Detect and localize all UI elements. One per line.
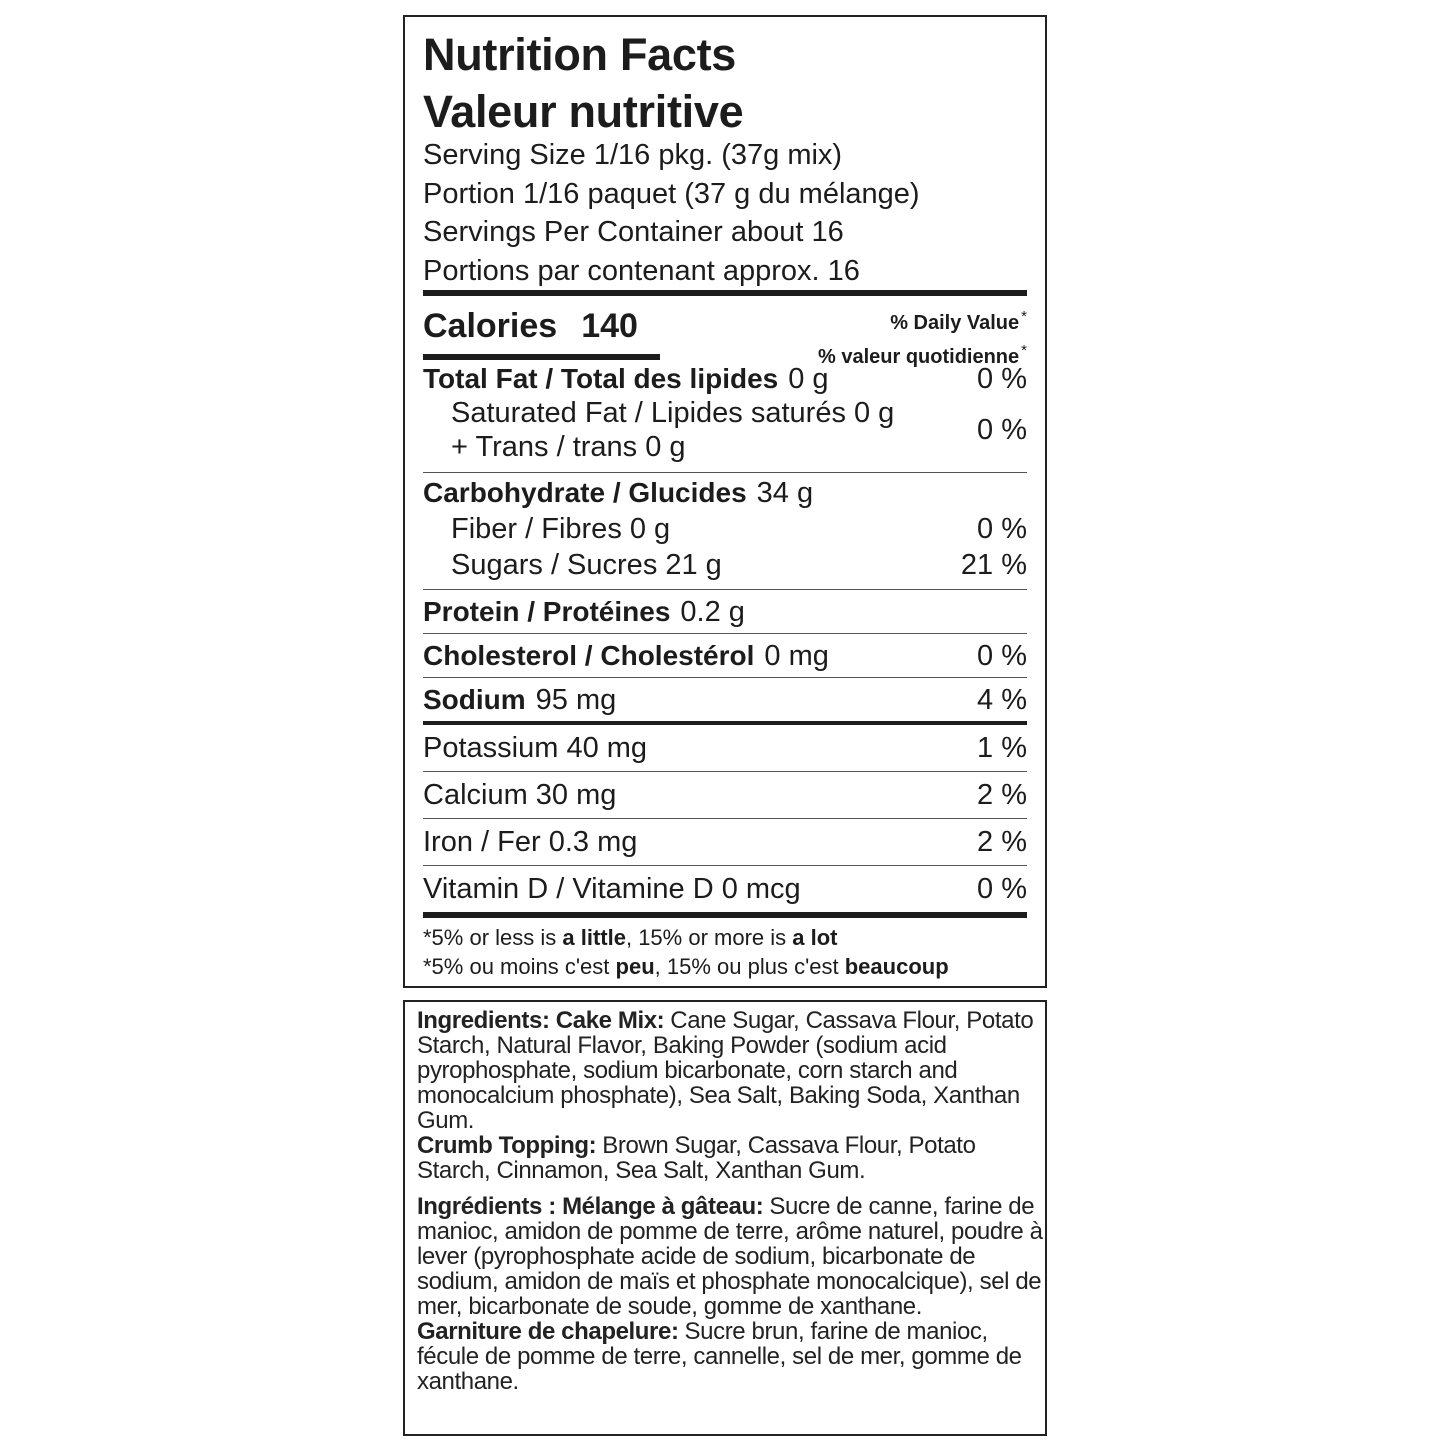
footnote-line: *5% ou moins c'est peu, 15% ou plus c'es… [423,952,1027,981]
text: Sucre de canne, farine de manioc, amidon… [417,1193,1043,1320]
sub-lines: Saturated Fat / Lipides saturés 0 g + Tra… [451,396,894,464]
nutrient-row: Cholesterol / Cholestérol 0 mg 0 % [423,639,1027,673]
mineral-row: Potassium 40 mg 1 % [423,725,1027,772]
bold-text: peu [615,954,655,979]
dv-fr: % valeur quotidienne * [818,337,1027,371]
nutrient-name: Carbohydrate / Glucides [423,477,747,508]
dv: 0 % [977,873,1027,905]
dv: 2 % [977,826,1027,858]
dv: 0 % [977,513,1027,545]
sub-line: Sugars / Sucres 21 g [451,549,722,581]
sub-line: Saturated Fat / Lipides saturés 0 g [451,397,895,429]
bold-text: Ingrédients : Mélange à gâteau: [417,1193,764,1220]
nutrient: Protein / Protéines 0.2 g [423,595,745,629]
bold-text: Crumb Topping: [417,1132,597,1159]
footnote-line: *5% or less is a little, 15% or more is … [423,923,1027,952]
calories-row: Calories 140 % Daily Value * % valeur quot… [423,296,1027,368]
asterisk: * [1021,342,1027,359]
mineral-row: Calcium 30 mg 2 % [423,772,1027,819]
amount: 0.2 g [680,596,745,628]
dv: 1 % [977,732,1027,764]
mineral-row: Iron / Fer 0.3 mg 2 % [423,819,1027,866]
sub-line: Fiber / Fibres 0 g [451,513,671,545]
text: Brown Sugar, Cassava Flour, Potato Starc… [417,1132,976,1184]
daily-value-heading: % Daily Value * % valeur quotidienne * [818,303,1027,371]
nutrient-name: Total Fat / Total des lipides [423,363,779,394]
calories-label: Calories [423,307,558,345]
dv: 0 % [977,640,1027,672]
bold-text: Garniture de chapelure: [417,1318,679,1345]
nutrient-row: Sodium 95 mg 4 % [423,683,1027,717]
dv: 4 % [977,684,1027,716]
rule [423,290,1027,296]
dv-en: % Daily Value * [818,303,1027,337]
text: *5% or less is [423,925,563,950]
text: , 15% ou plus c'est [654,954,845,979]
nutrient-row: Total Fat / Total des lipides 0 g 0 % [423,362,1027,396]
nutrient-name: Protein / Protéines [423,596,671,627]
cholesterol-section: Cholesterol / Cholestérol 0 mg 0 % [423,634,1027,678]
mineral: Potassium 40 mg [423,732,648,764]
fat-section: Total Fat / Total des lipides 0 g 0 % Satu… [423,358,1027,473]
title: Nutrition Facts [423,29,737,80]
mineral: Calcium 30 mg [423,779,617,811]
calories-value: 140 [581,307,638,345]
dv: 21 % [960,549,1027,581]
mineral-row: Vitamin D / Vitamine D 0 mcg 0 % [423,866,1027,918]
serving-line: Serving Size 1/16 pkg. (37g mix) [423,139,843,171]
nutrient-name: Cholesterol / Cholestérol [423,640,755,671]
carb-section: Carbohydrate / Glucides 34 g Fiber / Fibr… [423,473,1027,590]
nutrition-label: Nutrition Facts Valeur nutritive Serving… [403,15,1047,988]
ingredients: Ingredients: Cake Mix: Cane Sugar, Cassav… [403,1000,1047,1436]
bold-text: beaucoup [844,954,949,979]
sub-line: + Trans / trans 0 g [451,431,686,463]
bold-text: a little [562,925,626,950]
mineral: Vitamin D / Vitamine D 0 mcg [423,873,801,905]
footnote: *5% or less is a little, 15% or more is … [423,918,1027,981]
bold-text: a lot [792,925,838,950]
dv: 0 % [977,414,1027,446]
bold-text: Ingredients: Cake Mix: [417,1007,665,1034]
sodium-section: Sodium 95 mg 4 % [423,678,1027,725]
text: , 15% or more is [625,925,793,950]
sub-row: Fiber / Fibres 0 g 0 % [423,511,1027,547]
text: % valeur quotidienne [818,346,1020,368]
amount: 34 g [756,477,814,509]
nutrient: Cholesterol / Cholestérol 0 mg [423,639,829,673]
nutrient-name: Sodium [423,684,526,715]
calories: Calories 140 [423,306,660,360]
text: Sucre brun, farine de manioc, fécule de … [417,1318,1022,1395]
text: % Daily Value [890,312,1020,334]
serving-line: Portion 1/16 paquet (37 g du mélange) [423,177,920,210]
ingredient-paragraph: Crumb Topping: Brown Sugar, Cassava Flour… [417,1133,1043,1183]
serving-line: Portions par contenant approx. 16 [423,254,860,287]
serving-line: Servings Per Container about 16 [423,216,844,248]
asterisk: * [1021,308,1027,325]
serving-info: Serving Size 1/16 pkg. (37g mix) Portion… [423,136,1027,290]
amount: 0 mg [764,640,829,672]
ingredient-paragraph: Ingredients: Cake Mix: Cane Sugar, Cassav… [417,1008,1043,1133]
text: Cane Sugar, Cassava Flour, Potato Starch… [417,1007,1034,1134]
nutrient: Sodium 95 mg [423,683,616,717]
ingredient-paragraph: Garniture de chapelure: Sucre brun, farin… [417,1319,1043,1394]
sub-row: Saturated Fat / Lipides saturés 0 g + Tra… [423,396,1027,464]
protein-section: Protein / Protéines 0.2 g [423,590,1027,634]
nutrient-row: Carbohydrate / Glucides 34 g [423,475,1027,511]
nutrient: Carbohydrate / Glucides 34 g [423,475,813,511]
nutrient: Total Fat / Total des lipides 0 g [423,362,829,396]
mineral: Iron / Fer 0.3 mg [423,826,638,858]
amount: 0 g [788,363,829,395]
amount: 95 mg [535,684,617,716]
dv: 2 % [977,779,1027,811]
dv: 0 % [977,363,1027,395]
ingredient-paragraph: Ingrédients : Mélange à gâteau: Sucre de … [417,1194,1043,1319]
text: *5% ou moins c'est [423,954,616,979]
nutrient-row: Protein / Protéines 0.2 g [423,595,1027,629]
title: Valeur nutritive [423,86,744,137]
sub-row: Sugars / Sucres 21 g 21 % [423,547,1027,583]
